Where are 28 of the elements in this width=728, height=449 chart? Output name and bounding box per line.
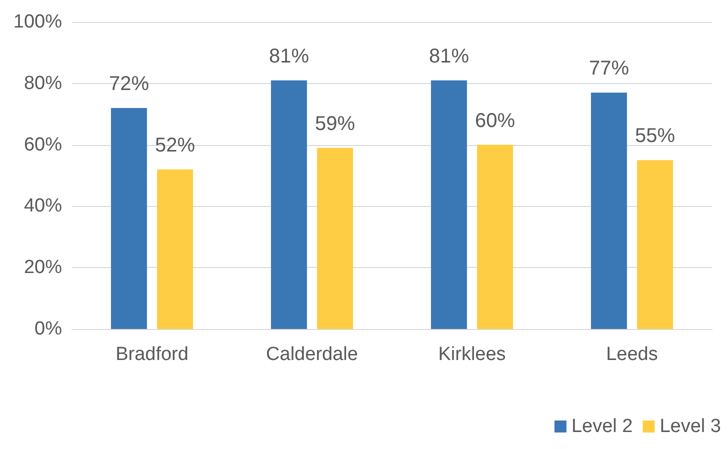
bar	[110, 108, 147, 329]
bar	[590, 92, 627, 329]
data-label: 72%	[108, 72, 150, 95]
bar	[317, 148, 354, 329]
data-label: 60%	[475, 110, 516, 132]
bar	[477, 144, 514, 329]
y-tick-label: 20%	[24, 257, 62, 278]
data-label: 81%	[268, 45, 310, 68]
data-label: 55%	[635, 125, 676, 148]
y-tick-label: 40%	[24, 196, 62, 217]
y-tick-label: 100%	[13, 12, 62, 32]
y-tick-label: 60%	[24, 134, 62, 156]
x-tick-label: Calderdale	[266, 344, 358, 365]
data-label: 59%	[315, 112, 356, 135]
bar	[270, 80, 307, 329]
bar	[157, 169, 194, 329]
bar	[430, 80, 467, 329]
x-tick-label: Leeds	[606, 344, 658, 365]
data-label: 81%	[428, 45, 470, 68]
x-tick-label: Kirklees	[438, 344, 506, 365]
bar	[637, 160, 674, 329]
y-tick-label: 0%	[34, 318, 62, 340]
legend-label: Level 2	[571, 416, 633, 437]
data-label: 52%	[155, 134, 196, 156]
x-tick-label: Bradford	[116, 344, 188, 365]
data-label: 77%	[588, 58, 630, 80]
y-tick-label: 80%	[24, 72, 62, 94]
legend-label: Level 3	[660, 416, 722, 437]
